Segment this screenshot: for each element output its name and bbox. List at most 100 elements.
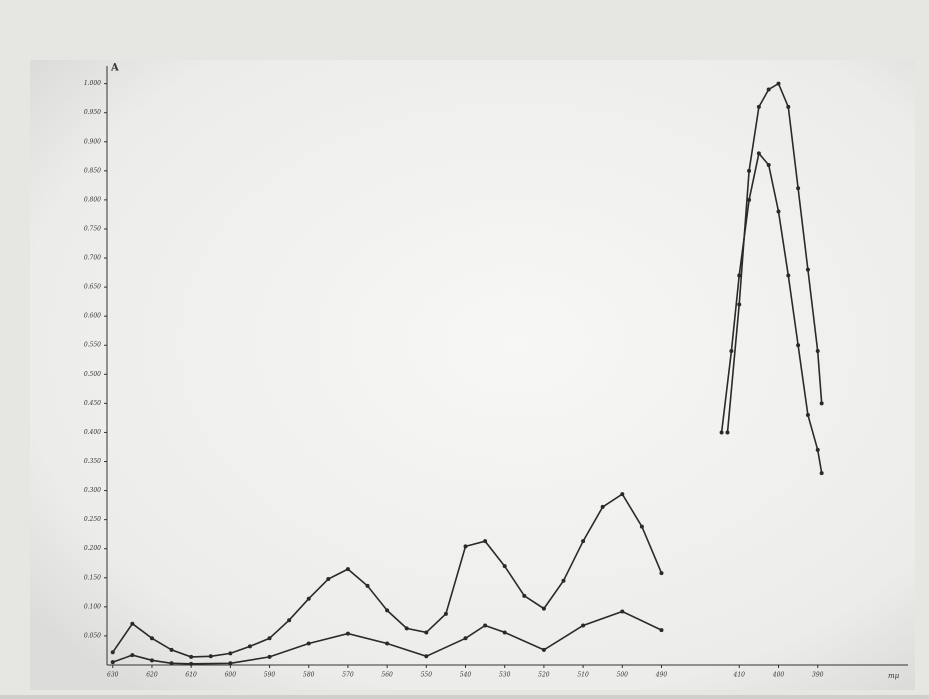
- x-tick-label: 500: [617, 672, 629, 679]
- data-point: [268, 636, 272, 640]
- data-point: [228, 651, 232, 655]
- data-point: [776, 210, 780, 214]
- x-tick-label: 590: [264, 672, 276, 679]
- data-point: [720, 430, 724, 434]
- data-point: [796, 343, 800, 347]
- data-point: [581, 539, 585, 543]
- data-point: [542, 648, 546, 652]
- data-point: [150, 658, 154, 662]
- data-point: [150, 636, 154, 640]
- data-point: [464, 544, 468, 548]
- data-point: [806, 268, 810, 272]
- data-point: [816, 448, 820, 452]
- data-point: [189, 662, 193, 666]
- data-point: [385, 608, 389, 612]
- y-tick-label: 0.500: [84, 371, 101, 378]
- data-point: [737, 303, 741, 307]
- data-point: [820, 401, 824, 405]
- y-tick-label: 0.700: [84, 255, 101, 262]
- data-point: [757, 151, 761, 155]
- paper: [30, 60, 915, 690]
- y-tick-label: 0.100: [84, 603, 101, 610]
- y-tick-label: 0.300: [84, 487, 101, 494]
- y-tick-label: 1.000: [84, 80, 101, 87]
- x-tick-label: 390: [812, 672, 824, 679]
- data-point: [786, 105, 790, 109]
- x-tick-label: 490: [655, 672, 668, 679]
- y-tick-label: 0.150: [84, 574, 101, 581]
- data-point: [228, 661, 232, 665]
- y-tick-label: 0.200: [84, 545, 101, 552]
- y-tick-label: 0.050: [84, 632, 101, 639]
- y-tick-label: 0.250: [84, 516, 101, 523]
- data-point: [170, 648, 174, 652]
- x-tick-label: 570: [342, 672, 354, 679]
- data-point: [757, 105, 761, 109]
- data-point: [640, 525, 644, 529]
- x-tick-label: 610: [185, 672, 197, 679]
- data-point: [729, 349, 733, 353]
- data-point: [620, 610, 624, 614]
- y-tick-label: 0.900: [84, 138, 101, 145]
- y-tick-label: 0.650: [84, 284, 101, 291]
- x-tick-label: 520: [538, 672, 550, 679]
- x-tick-label: 580: [303, 672, 315, 679]
- data-point: [786, 273, 790, 277]
- data-point: [189, 655, 193, 659]
- data-point: [405, 626, 409, 630]
- x-tick-label: 550: [421, 672, 433, 679]
- data-point: [820, 471, 824, 475]
- x-tick-label: 400: [772, 672, 785, 679]
- chart: A mμ 0.050 0.100 0.150 0.200 0.250 0.300 0.350…: [0, 0, 929, 695]
- x-tick-label: 630: [107, 672, 119, 679]
- data-point: [366, 584, 370, 588]
- y-tick-label: 0.850: [84, 167, 101, 174]
- data-point: [307, 597, 311, 601]
- y-tick-label: 0.600: [84, 313, 101, 320]
- data-point: [346, 632, 350, 636]
- x-tick-label: 530: [499, 672, 511, 679]
- y-tick-label: 0.950: [84, 109, 101, 116]
- data-point: [620, 492, 624, 496]
- data-point: [581, 623, 585, 627]
- data-point: [601, 505, 605, 509]
- data-point: [346, 567, 350, 571]
- x-tick-label: 600: [225, 672, 237, 679]
- x-tick-label: 620: [146, 672, 158, 679]
- data-point: [483, 539, 487, 543]
- data-point: [767, 163, 771, 167]
- x-axis-unit: mμ: [888, 672, 900, 680]
- data-point: [796, 186, 800, 190]
- data-point: [130, 622, 134, 626]
- data-point: [111, 650, 115, 654]
- data-point: [816, 349, 820, 353]
- y-tick-label: 0.800: [84, 196, 101, 203]
- data-point: [111, 660, 115, 664]
- data-point: [268, 655, 272, 659]
- data-point: [464, 636, 468, 640]
- y-tick-label: 0.450: [84, 400, 101, 407]
- data-point: [747, 169, 751, 173]
- data-point: [725, 430, 729, 434]
- data-point: [659, 628, 663, 632]
- data-point: [483, 623, 487, 627]
- x-tick-label: 410: [733, 672, 746, 679]
- data-point: [503, 564, 507, 568]
- y-axis-label: A: [110, 63, 119, 74]
- data-point: [747, 198, 751, 202]
- data-point: [424, 654, 428, 658]
- x-tick-label: 510: [577, 672, 589, 679]
- data-point: [307, 641, 311, 645]
- data-point: [444, 612, 448, 616]
- y-tick-label: 0.350: [84, 458, 101, 465]
- data-point: [767, 87, 771, 91]
- data-point: [542, 607, 546, 611]
- data-point: [287, 618, 291, 622]
- data-point: [776, 82, 780, 86]
- data-point: [659, 571, 663, 575]
- x-tick-label: 560: [381, 672, 393, 679]
- data-point: [385, 641, 389, 645]
- data-point: [737, 273, 741, 277]
- data-point: [806, 413, 810, 417]
- data-point: [248, 644, 252, 648]
